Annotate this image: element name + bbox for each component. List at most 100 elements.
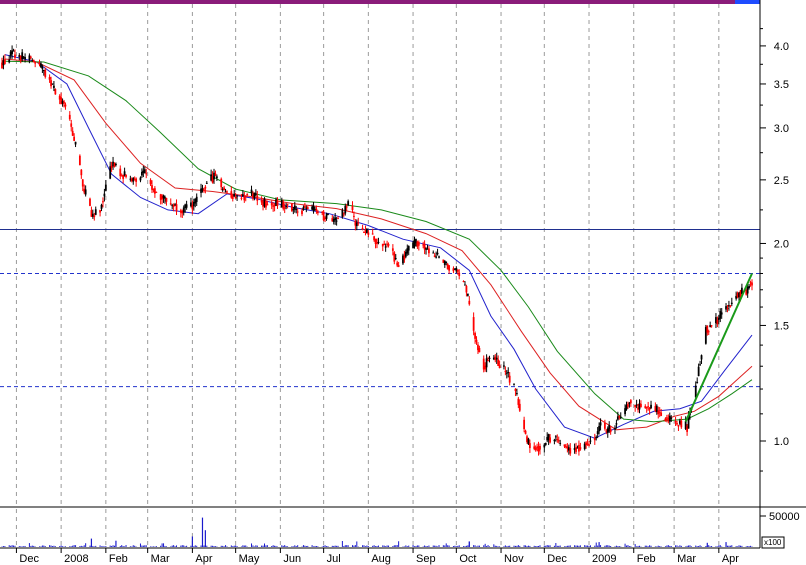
- candle-body: [666, 417, 668, 419]
- candle-body: [42, 69, 45, 72]
- candle-body: [18, 55, 21, 58]
- date-tick-label: Dec: [19, 553, 39, 565]
- candle-body: [637, 407, 639, 410]
- candle-body: [586, 443, 589, 445]
- candle-body: [527, 438, 530, 445]
- candle-body: [252, 193, 254, 199]
- candle-body: [475, 339, 478, 342]
- candle-body: [145, 173, 148, 175]
- candle-body: [709, 325, 712, 328]
- top-header-bar-blue: [735, 0, 760, 4]
- candle-body: [575, 447, 577, 452]
- candle-body: [9, 51, 12, 56]
- candle-body: [585, 442, 588, 446]
- candle-body: [341, 209, 344, 217]
- candle-body: [404, 251, 407, 257]
- candle-body: [233, 193, 236, 197]
- candle-body: [677, 425, 680, 427]
- candle-body: [402, 255, 404, 264]
- candle-body: [746, 286, 749, 294]
- candle-body: [700, 355, 703, 360]
- candlesticks: [1, 45, 753, 456]
- candle-body: [533, 446, 536, 449]
- date-tick-label: 2009: [592, 553, 616, 565]
- price-tick-label: 2.0: [774, 238, 789, 250]
- candle-body: [394, 258, 397, 260]
- candle-body: [514, 388, 517, 391]
- candle-body: [596, 431, 599, 435]
- date-tick-label: Nov: [504, 553, 524, 565]
- candle-body: [686, 426, 688, 432]
- candle-body: [474, 332, 476, 339]
- candle-body: [619, 417, 622, 419]
- candle-body: [182, 207, 185, 213]
- candle-body: [152, 189, 155, 191]
- candle-body: [616, 416, 619, 420]
- candle-body: [644, 406, 647, 408]
- candle-body: [63, 101, 65, 104]
- candle-body: [396, 262, 399, 266]
- candle-body: [468, 300, 471, 305]
- candle-body: [172, 204, 175, 207]
- price-axis-ticks: 1.0 1.5 2.0 2.5 3.0 3.5 4.0: [760, 28, 789, 472]
- candle-body: [321, 211, 324, 213]
- candle-body: [608, 424, 611, 431]
- candle-body: [465, 285, 468, 293]
- candle-body: [302, 207, 305, 211]
- candle-body: [263, 198, 266, 207]
- candle-body: [93, 215, 96, 217]
- candle-body: [191, 205, 194, 210]
- candle-body: [397, 265, 400, 267]
- candle-body: [21, 52, 24, 60]
- candle-body: [539, 445, 541, 450]
- price-tick-label: 4.0: [774, 41, 789, 53]
- candle-body: [185, 204, 188, 208]
- top-header-bar: [0, 0, 760, 4]
- candle-body: [563, 444, 566, 447]
- candle-body: [518, 403, 521, 411]
- candle-body: [50, 80, 52, 87]
- candle-body: [445, 261, 448, 263]
- grid-lines: [15, 4, 720, 547]
- candle-body: [472, 317, 475, 331]
- candle-body: [593, 437, 596, 441]
- candle-body: [458, 272, 461, 277]
- date-tick-label: Jun: [283, 553, 301, 565]
- candle-body: [311, 206, 313, 210]
- candle-body: [223, 187, 226, 191]
- candle-body: [605, 430, 608, 432]
- candle-body: [70, 123, 73, 127]
- candle-body: [452, 268, 455, 272]
- candle-body: [543, 444, 546, 448]
- candle-body: [627, 404, 629, 407]
- candle-body: [244, 195, 247, 197]
- candle-body: [276, 200, 279, 206]
- candle-body: [143, 169, 146, 174]
- candle-body: [181, 210, 184, 214]
- candle-body: [726, 307, 729, 309]
- candle-body: [448, 265, 451, 271]
- candle-body: [179, 210, 182, 213]
- candle-body: [272, 205, 275, 207]
- candle-body: [505, 372, 508, 374]
- candle-body: [697, 366, 700, 377]
- candle-body: [28, 55, 31, 60]
- candle-body: [221, 189, 224, 191]
- date-axis-ticks: Dec 2008 Feb Mar Apr May Jun Jul Aug Sep Oct Nov Dec…: [15, 548, 739, 565]
- candle-body: [355, 222, 358, 227]
- candle-body: [220, 178, 223, 188]
- candle-body: [432, 252, 435, 254]
- candle-body: [112, 161, 114, 166]
- candle-body: [139, 177, 142, 181]
- candle-body: [583, 443, 586, 450]
- candle-body: [253, 192, 256, 198]
- candle-body: [265, 200, 267, 208]
- date-tick-label: Feb: [109, 553, 128, 565]
- candle-body: [720, 312, 723, 315]
- candle-body: [559, 442, 562, 444]
- candle-body: [81, 179, 84, 187]
- candle-body: [453, 268, 456, 270]
- candle-body: [32, 59, 35, 63]
- candle-body: [240, 197, 243, 199]
- candle-body: [544, 442, 547, 445]
